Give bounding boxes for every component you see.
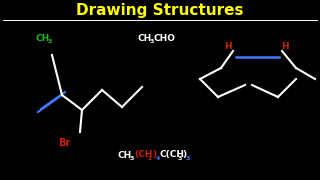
Text: 2: 2 <box>148 156 152 161</box>
Text: ): ) <box>152 150 156 159</box>
Text: 3: 3 <box>178 156 182 161</box>
Text: 3: 3 <box>48 39 52 44</box>
Text: 3: 3 <box>150 39 154 44</box>
Text: CHO: CHO <box>154 33 176 42</box>
Text: 4: 4 <box>156 156 160 161</box>
Text: Drawing Structures: Drawing Structures <box>76 3 244 17</box>
Text: CH: CH <box>138 33 152 42</box>
Text: CH: CH <box>118 150 132 159</box>
Text: H: H <box>224 42 232 51</box>
Text: (CH: (CH <box>134 150 152 159</box>
Text: Br: Br <box>58 138 70 148</box>
Text: CH: CH <box>36 33 50 42</box>
Text: ): ) <box>182 150 186 159</box>
Text: C(CH: C(CH <box>160 150 185 159</box>
Text: 3: 3 <box>130 156 134 161</box>
Text: H: H <box>281 42 289 51</box>
Text: 3: 3 <box>186 156 190 161</box>
